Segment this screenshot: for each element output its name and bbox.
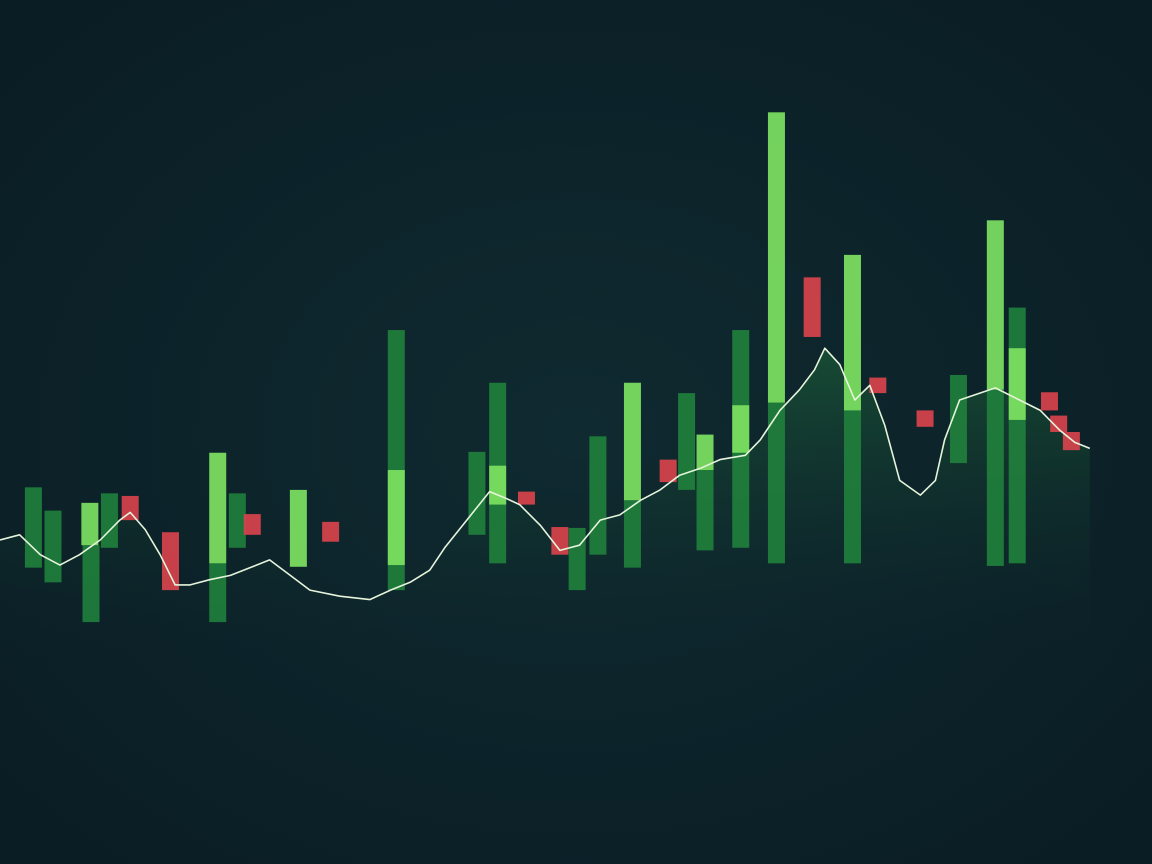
range-bar [678,393,696,490]
range-bar [161,532,179,591]
range-bar [24,487,42,568]
range-bar [696,434,714,471]
range-bar [81,502,99,546]
range-bar [289,489,307,567]
range-bar [767,112,785,403]
range-bar [732,405,750,453]
range-bar [44,510,62,583]
range-bar [623,382,641,501]
range-bar [843,410,861,564]
range-bar [986,389,1004,566]
range-bar [696,470,714,551]
range-bar [986,220,1004,390]
range-bar [589,436,607,555]
range-bar [843,254,861,411]
range-bar [1008,348,1026,420]
range-bar [803,277,821,337]
range-bar [767,402,785,564]
range-bar [517,491,535,505]
range-bar [468,451,486,535]
range-bar [1008,307,1026,564]
range-bar [623,500,641,568]
range-bar [387,470,405,566]
range-bar [209,563,227,623]
range-bar [916,410,934,427]
range-bar [228,493,246,548]
range-bar [949,374,967,464]
area [0,348,1090,674]
range-bar [121,495,139,521]
range-bar [869,377,887,394]
range-bar [568,527,586,591]
range-bar [209,452,227,564]
range-bar [82,545,100,623]
range-bar [659,459,677,483]
range-bar [1040,392,1058,411]
range-bar [551,527,569,555]
range-bar [322,521,340,542]
range-bar [243,514,261,535]
range-bar [1050,415,1068,432]
range-bar [100,493,118,548]
line [0,347,1091,601]
range-bar [489,465,507,505]
